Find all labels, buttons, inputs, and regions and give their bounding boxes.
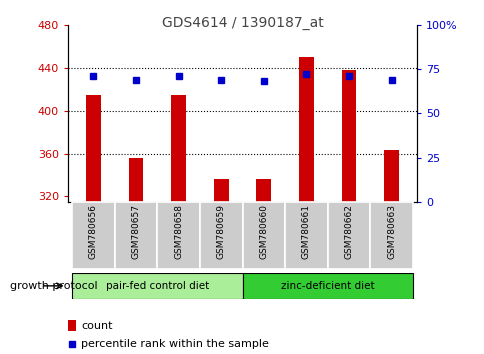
Bar (199, 202, 242, 269)
Bar (171, 95, 186, 202)
Bar (341, 70, 356, 202)
Bar (72, 273, 242, 299)
Bar (213, 179, 228, 202)
Bar (68, 320, 76, 331)
Text: growth protocol: growth protocol (10, 281, 97, 291)
Bar (256, 179, 271, 202)
Text: count: count (81, 321, 113, 331)
Text: percentile rank within the sample: percentile rank within the sample (81, 339, 269, 349)
Bar (383, 150, 398, 202)
Text: GSM780660: GSM780660 (259, 205, 268, 259)
Text: GSM780662: GSM780662 (344, 205, 353, 259)
Text: GSM780659: GSM780659 (216, 205, 225, 259)
Text: GSM780658: GSM780658 (174, 205, 183, 259)
Bar (285, 202, 327, 269)
Bar (242, 202, 285, 269)
Text: GSM780663: GSM780663 (386, 205, 395, 259)
Text: GDS4614 / 1390187_at: GDS4614 / 1390187_at (161, 16, 323, 30)
Text: pair-fed control diet: pair-fed control diet (106, 281, 209, 291)
Bar (128, 158, 143, 202)
Text: GSM780657: GSM780657 (131, 205, 140, 259)
Bar (86, 95, 101, 202)
Bar (72, 202, 115, 269)
Bar (327, 202, 369, 269)
Text: GSM780656: GSM780656 (89, 205, 98, 259)
Bar (298, 57, 313, 202)
Text: GSM780661: GSM780661 (301, 205, 310, 259)
Bar (242, 273, 412, 299)
Bar (115, 202, 157, 269)
Bar (157, 202, 199, 269)
Bar (369, 202, 412, 269)
Text: zinc-deficient diet: zinc-deficient diet (280, 281, 374, 291)
